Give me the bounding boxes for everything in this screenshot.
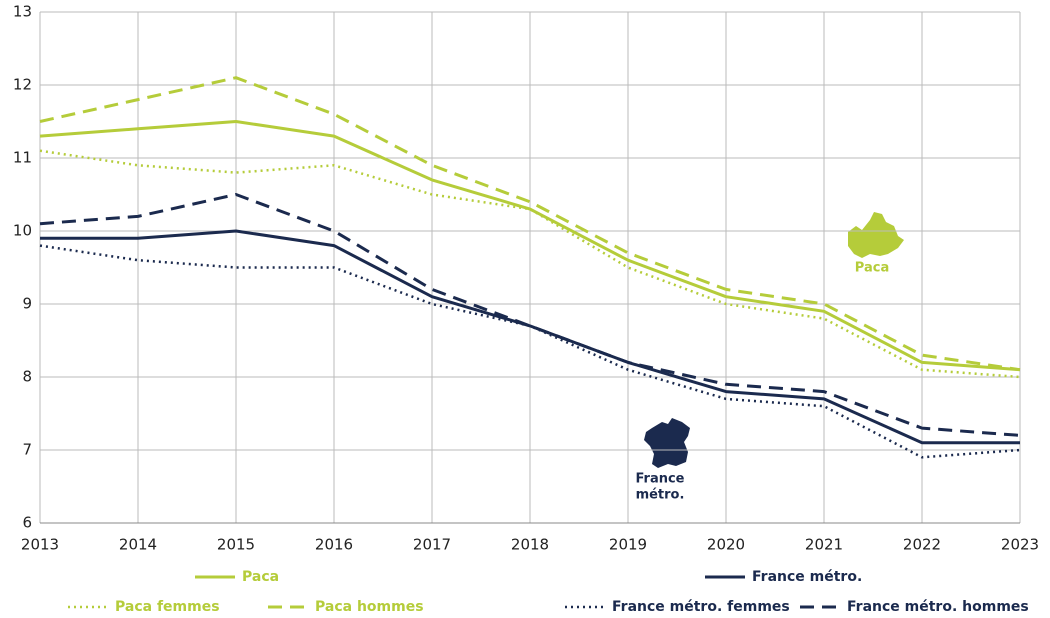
- y-tick-label: 12: [13, 76, 32, 94]
- y-tick-label: 10: [13, 222, 32, 240]
- series-line: [39, 120, 1021, 372]
- legend-label: France métro. femmes: [612, 599, 790, 615]
- france-map-icon: [644, 418, 690, 468]
- x-tick-label: 2014: [119, 536, 157, 554]
- x-tick-label: 2013: [21, 536, 59, 554]
- legend-label: Paca hommes: [315, 599, 424, 615]
- series-line: [39, 76, 1021, 372]
- x-tick-label: 2019: [609, 536, 647, 554]
- x-tick-label: 2015: [217, 536, 255, 554]
- legend-label: Paca femmes: [115, 599, 220, 615]
- x-tick-label: 2018: [511, 536, 549, 554]
- series-line: [39, 193, 1021, 437]
- x-tick-label: 2017: [413, 536, 451, 554]
- legend-label: France métro. hommes: [847, 599, 1029, 615]
- x-tick-label: 2022: [903, 536, 941, 554]
- y-tick-label: 11: [13, 149, 32, 167]
- legend-label: France métro.: [752, 569, 862, 585]
- series-line: [40, 229, 1020, 445]
- annotation: Paca: [855, 261, 889, 276]
- x-tick-label: 2016: [315, 536, 353, 554]
- x-tick-label: 2020: [707, 536, 745, 554]
- y-tick-label: 8: [22, 368, 32, 386]
- y-tick-label: 6: [22, 514, 32, 532]
- paca-map-icon: [848, 212, 904, 258]
- x-tick-label: 2021: [805, 536, 843, 554]
- x-tick-label: 2023: [1001, 536, 1039, 554]
- y-tick-label: 9: [22, 295, 32, 313]
- legend-label: Paca: [242, 569, 279, 585]
- annotation: France: [635, 472, 684, 487]
- y-tick-label: 7: [22, 441, 32, 459]
- y-tick-label: 13: [13, 3, 32, 21]
- annotation: métro.: [636, 488, 685, 503]
